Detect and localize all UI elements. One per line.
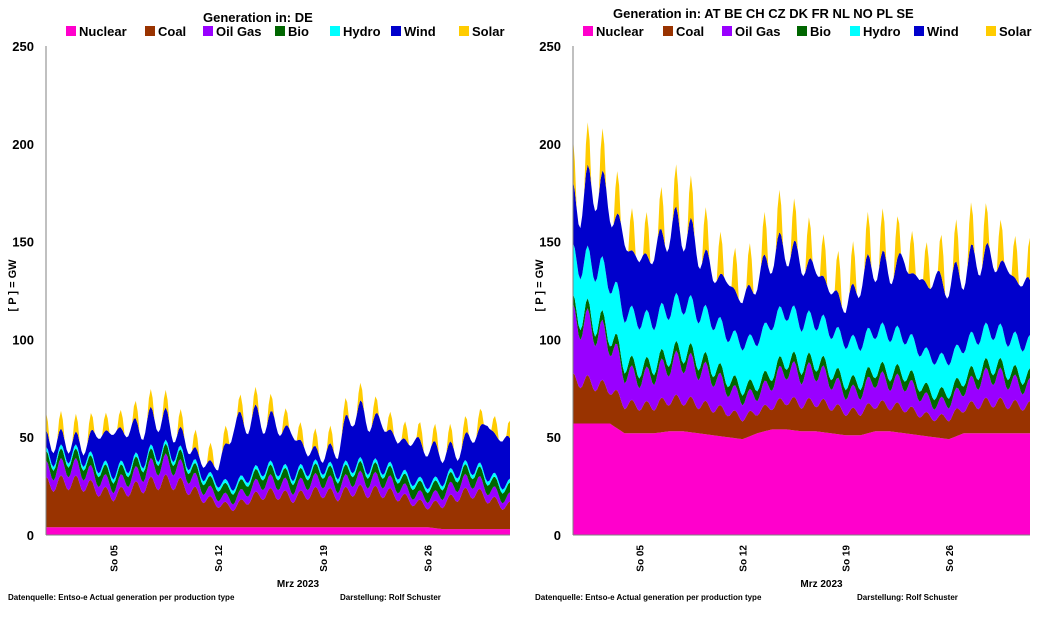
y-tick-label: 200 <box>12 137 34 152</box>
legend-label: Bio <box>810 24 831 39</box>
x-tick-label: So 12 <box>739 545 750 572</box>
footer-author: Darstellung: Rolf Schuster <box>340 593 441 602</box>
legend-label: Wind <box>404 24 436 39</box>
legend-label: Hydro <box>343 24 381 39</box>
legend-label: Nuclear <box>596 24 644 39</box>
series-area-nuclear <box>46 527 510 535</box>
legend-swatch <box>722 26 732 36</box>
y-tick-label: 100 <box>539 332 561 347</box>
legend-label: Coal <box>158 24 186 39</box>
legend-swatch <box>275 26 285 36</box>
x-tick-label: So 26 <box>945 545 956 572</box>
legend-label: Oil Gas <box>216 24 262 39</box>
y-tick-label: 50 <box>20 430 34 445</box>
legend-label: Oil Gas <box>735 24 781 39</box>
x-tick-label: So 19 <box>842 545 853 572</box>
y-axis-label: [ P ] = GW <box>7 259 19 312</box>
x-tick-label: So 26 <box>424 545 435 572</box>
y-tick-label: 250 <box>12 39 34 54</box>
legend-swatch <box>66 26 76 36</box>
legend-label: Bio <box>288 24 309 39</box>
legend-label: Solar <box>472 24 505 39</box>
y-axis-label: [ P ] = GW <box>534 259 546 312</box>
series-area-wind <box>573 164 1030 366</box>
x-tick-label: So 12 <box>214 545 225 572</box>
legend-swatch <box>797 26 807 36</box>
series-area-oil-gas <box>46 453 510 512</box>
legend-swatch <box>850 26 860 36</box>
footer-source: Datenquelle: Entso-e Actual generation p… <box>535 593 762 602</box>
legend-label: Wind <box>927 24 959 39</box>
legend-label: Solar <box>999 24 1032 39</box>
legend-swatch <box>203 26 213 36</box>
chart-title: Generation in: DE <box>203 10 313 25</box>
series-area-wind <box>46 400 510 491</box>
legend-swatch <box>145 26 155 36</box>
x-tick-label: So 19 <box>319 545 330 572</box>
x-tick-label: So 05 <box>109 545 120 572</box>
legend-swatch <box>459 26 469 36</box>
chart-neighbors: 0 50 100 150 200 250 So 05 So 12 So 19 So 26 Mrz 2… <box>534 24 1032 590</box>
legend-swatch <box>583 26 593 36</box>
chart-title: Generation in: AT BE CH CZ DK FR NL NO P… <box>613 6 914 21</box>
area-layers <box>573 122 1030 535</box>
legend-label: Hydro <box>863 24 901 39</box>
y-tick-label: 50 <box>547 430 561 445</box>
y-tick-label: 100 <box>12 332 34 347</box>
x-tick-label: So 05 <box>635 545 646 572</box>
area-layers <box>46 382 510 535</box>
legend-swatch <box>330 26 340 36</box>
x-axis-label: Mrz 2023 <box>277 579 320 590</box>
chart-de: 0 50 100 150 200 250 So 05 So 12 So 19 So 26 Mrz 2… <box>7 24 510 590</box>
y-tick-label: 150 <box>12 235 34 250</box>
legend-swatch <box>914 26 924 36</box>
y-tick-label: 250 <box>539 39 561 54</box>
series-area-coal <box>573 372 1030 440</box>
y-tick-label: 0 <box>554 528 561 543</box>
y-tick-label: 0 <box>27 528 34 543</box>
series-area-hydro <box>46 439 510 495</box>
legend-swatch <box>986 26 996 36</box>
series-area-hydro <box>573 242 1030 401</box>
series-area-nuclear <box>573 423 1030 535</box>
legend-swatch <box>391 26 401 36</box>
y-tick-label: 150 <box>539 235 561 250</box>
footer-author: Darstellung: Rolf Schuster <box>857 593 958 602</box>
legend-label: Nuclear <box>79 24 127 39</box>
legend-label: Coal <box>676 24 704 39</box>
series-area-bio <box>46 443 510 505</box>
x-axis-label: Mrz 2023 <box>800 579 843 590</box>
series-area-oil-gas <box>573 303 1030 422</box>
series-area-solar <box>46 382 510 471</box>
series-area-coal <box>46 474 510 530</box>
chart-panel-neighbors: Generation in: AT BE CH CZ DK FR NL NO P… <box>527 0 1047 617</box>
chart-panel-de: Generation in: DE 0 50 100 150 200 250 So 05 So… <box>0 0 520 617</box>
y-tick-label: 200 <box>539 137 561 152</box>
legend-swatch <box>663 26 673 36</box>
footer-source: Datenquelle: Entso-e Actual generation p… <box>8 593 235 602</box>
